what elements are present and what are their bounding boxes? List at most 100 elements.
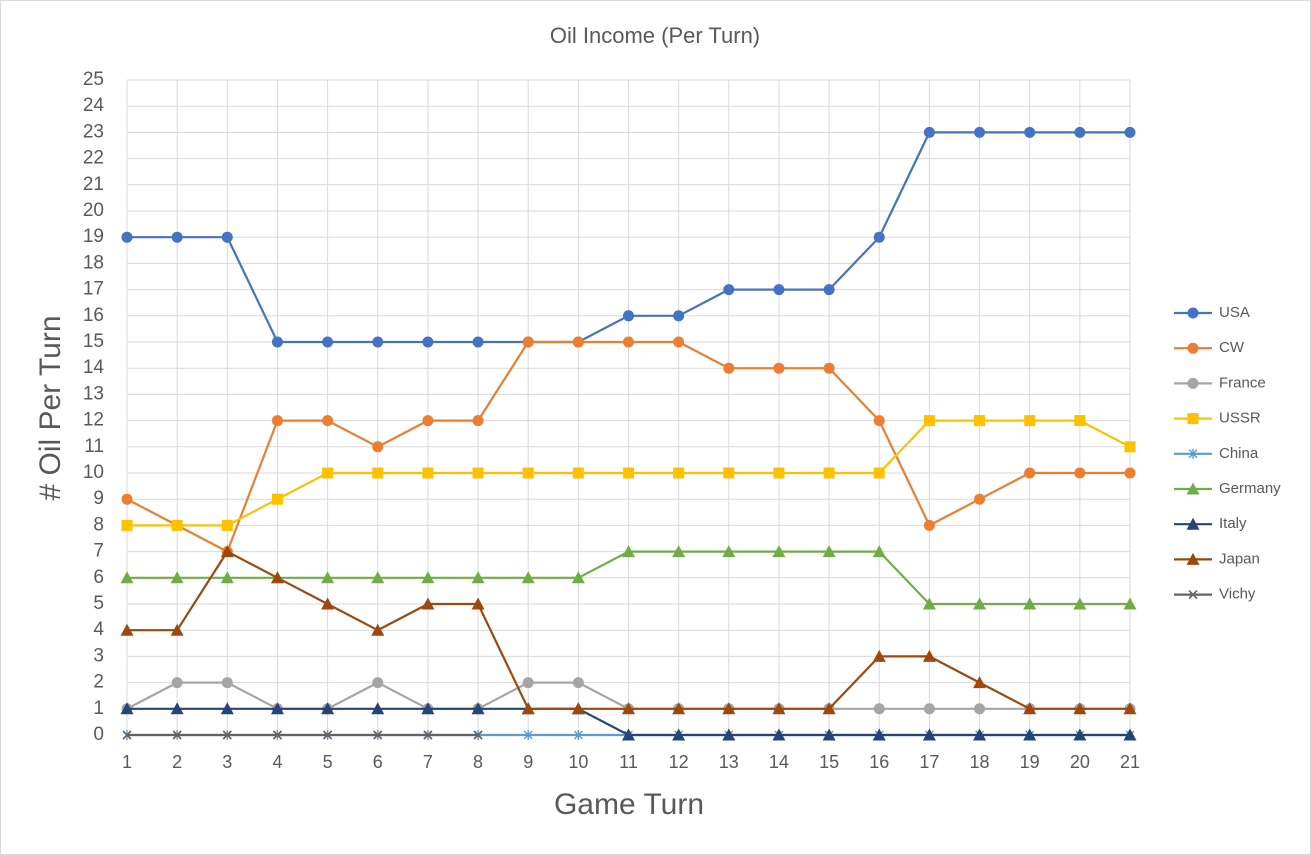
marker xyxy=(572,467,584,479)
marker xyxy=(220,702,234,715)
legend-item: USSR xyxy=(1174,410,1261,427)
marker xyxy=(120,623,134,636)
marker xyxy=(672,702,686,715)
marker xyxy=(171,519,183,531)
marker xyxy=(822,702,836,715)
marker xyxy=(672,545,686,558)
marker xyxy=(1187,307,1199,319)
x-tick-label: 7 xyxy=(423,752,433,772)
marker xyxy=(974,415,986,427)
marker xyxy=(773,467,785,479)
marker xyxy=(1123,597,1137,610)
x-tick-label: 14 xyxy=(769,752,789,772)
y-tick-label: 20 xyxy=(83,200,104,221)
marker xyxy=(271,493,283,505)
marker xyxy=(973,728,987,741)
marker xyxy=(1074,415,1086,427)
marker xyxy=(473,730,483,740)
y-tick-label: 6 xyxy=(93,567,104,588)
marker xyxy=(823,362,835,374)
y-tick-label: 17 xyxy=(83,279,104,300)
y-tick-label: 4 xyxy=(93,619,104,640)
y-tick-label: 24 xyxy=(83,95,105,116)
marker xyxy=(471,571,485,584)
y-tick-label: 2 xyxy=(93,672,104,693)
marker xyxy=(1023,728,1037,741)
marker xyxy=(120,702,134,715)
marker xyxy=(974,493,986,505)
marker xyxy=(1123,728,1137,741)
y-tick-label: 21 xyxy=(83,174,104,195)
marker xyxy=(471,597,485,610)
marker xyxy=(872,728,886,741)
marker xyxy=(572,677,584,689)
y-tick-label: 8 xyxy=(93,514,104,535)
marker xyxy=(823,284,835,296)
marker xyxy=(522,336,534,348)
marker xyxy=(974,703,986,715)
marker xyxy=(723,362,735,374)
marker xyxy=(1074,126,1086,138)
marker xyxy=(672,728,686,741)
marker xyxy=(121,231,133,243)
legend-item: China xyxy=(1174,445,1259,462)
marker xyxy=(271,415,283,427)
legend-item: Italy xyxy=(1174,515,1247,532)
marker xyxy=(421,597,435,610)
marker xyxy=(922,728,936,741)
legend-label: France xyxy=(1219,374,1266,391)
marker xyxy=(321,571,335,584)
marker xyxy=(722,545,736,558)
marker xyxy=(1187,342,1199,354)
marker xyxy=(1073,702,1087,715)
marker xyxy=(122,730,132,740)
marker xyxy=(171,677,183,689)
marker xyxy=(673,336,685,348)
marker xyxy=(521,702,535,715)
marker xyxy=(623,467,634,479)
x-tick-label: 2 xyxy=(172,752,182,772)
marker xyxy=(922,649,936,662)
marker xyxy=(1024,126,1036,138)
marker xyxy=(1074,467,1086,479)
x-tick-label: 10 xyxy=(568,752,588,772)
x-tick-label: 15 xyxy=(819,752,839,772)
marker xyxy=(623,336,634,348)
legend-label: Germany xyxy=(1219,480,1281,497)
marker xyxy=(372,467,384,479)
x-tick-label: 12 xyxy=(669,752,689,772)
marker xyxy=(322,415,334,427)
marker xyxy=(923,703,935,715)
legend-label: Italy xyxy=(1219,515,1247,532)
y-tick-label: 3 xyxy=(93,645,104,666)
marker xyxy=(1124,467,1136,479)
marker xyxy=(1188,590,1198,600)
y-tick-label: 14 xyxy=(83,357,105,378)
marker xyxy=(220,571,234,584)
marker xyxy=(521,571,535,584)
x-tick-label: 19 xyxy=(1020,752,1040,772)
y-tick-label: 1 xyxy=(93,698,104,719)
marker xyxy=(220,545,234,558)
marker xyxy=(722,702,736,715)
marker xyxy=(1023,597,1037,610)
marker xyxy=(322,467,334,479)
chart-title: Oil Income (Per Turn) xyxy=(550,23,760,48)
marker xyxy=(421,571,435,584)
marker xyxy=(422,415,434,427)
marker xyxy=(170,571,184,584)
marker xyxy=(1186,552,1200,565)
marker xyxy=(372,441,384,453)
marker xyxy=(120,571,134,584)
legend-item: USA xyxy=(1174,304,1250,321)
legend-label: Japan xyxy=(1219,550,1260,567)
legend-item: CW xyxy=(1174,339,1245,356)
marker xyxy=(121,519,133,531)
marker xyxy=(773,284,785,296)
marker xyxy=(572,336,584,348)
x-axis-label: Game Turn xyxy=(554,788,704,821)
marker xyxy=(421,702,435,715)
marker xyxy=(573,730,583,740)
legend-item: Japan xyxy=(1174,550,1260,567)
marker xyxy=(822,545,836,558)
